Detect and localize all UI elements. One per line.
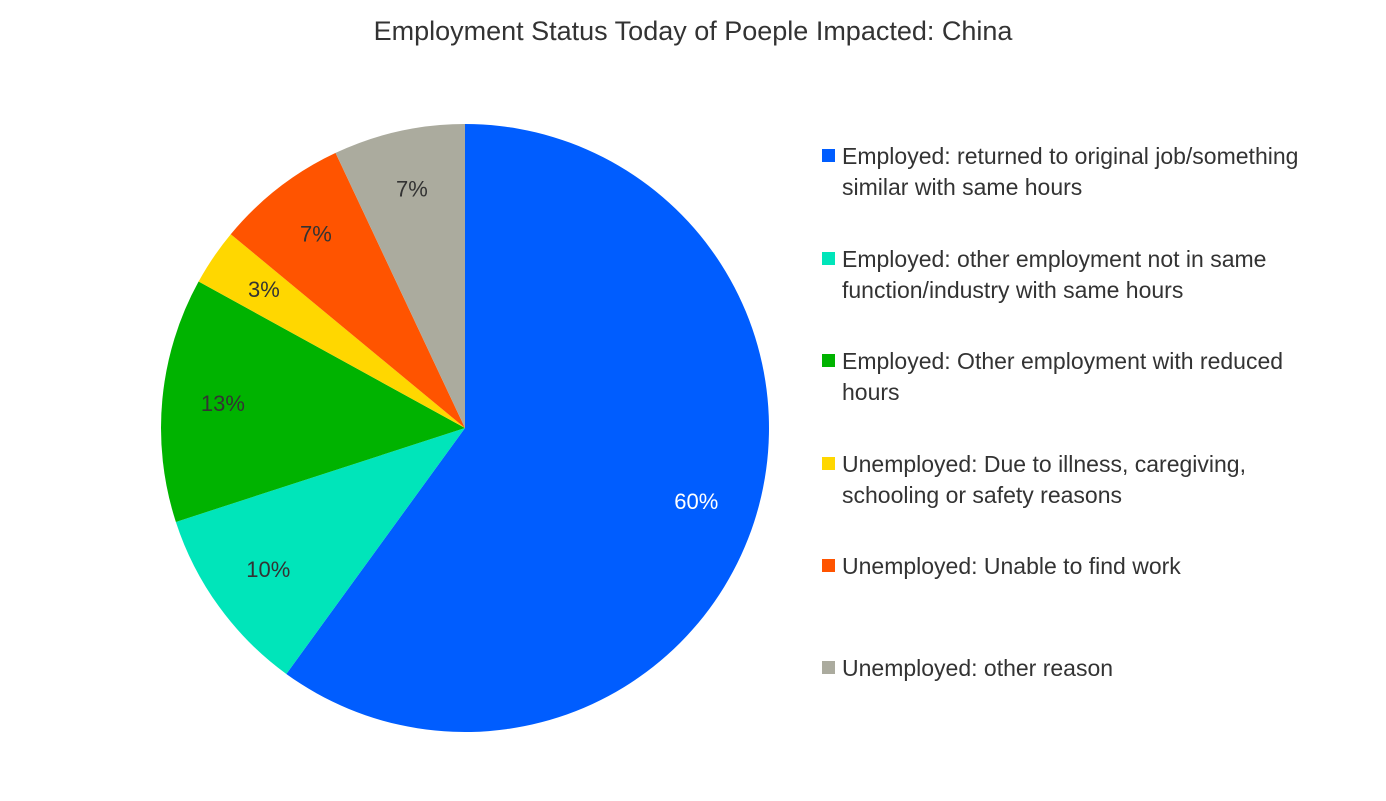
pie-slice [175, 428, 465, 674]
pie-slice-label: 13% [201, 391, 245, 416]
pie-slice-label: 60% [674, 489, 718, 514]
pie-slice-label: 7% [300, 222, 332, 247]
pie-slice [335, 124, 465, 428]
legend-label: Employed: other employment not in same f… [842, 246, 1267, 303]
legend-swatch [822, 149, 835, 162]
legend-label: Employed: returned to original job/somet… [842, 143, 1299, 200]
chart-title: Employment Status Today of Poeple Impact… [373, 16, 1013, 46]
legend-swatch [822, 661, 835, 674]
legend-label: Employed: Other employment with reduced … [842, 348, 1284, 405]
legend-label: Unemployed: other reason [842, 655, 1114, 681]
pie-slice [161, 281, 465, 522]
legend-label: Unemployed: Due to illness, caregiving, … [842, 451, 1246, 508]
pie-slice [230, 152, 465, 429]
pie-slice-label: 3% [248, 277, 280, 302]
legend-swatch [822, 559, 835, 572]
pie-slice [198, 234, 465, 428]
pie-slice-label: 7% [396, 176, 428, 201]
legend-label: Unemployed: Unable to find work [842, 553, 1181, 579]
legend-swatch [822, 252, 835, 265]
pie-slice-label: 10% [246, 557, 290, 582]
legend-swatch [822, 354, 835, 367]
pie-slice [286, 124, 770, 732]
legend-swatch [822, 457, 835, 470]
